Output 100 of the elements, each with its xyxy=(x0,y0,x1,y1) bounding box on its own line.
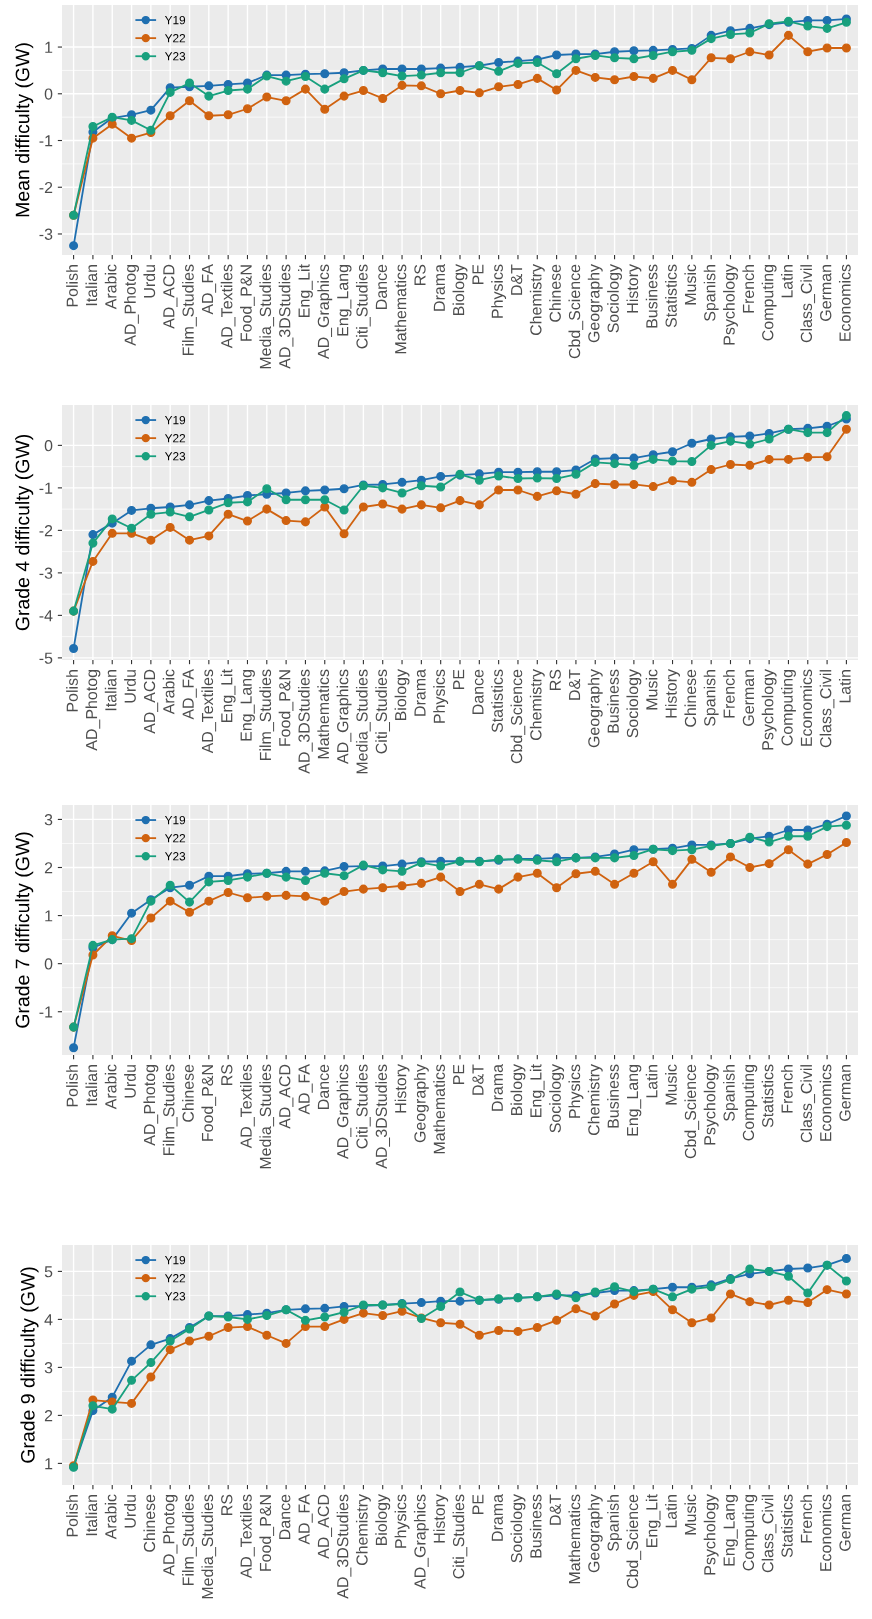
y-tick-label: 1 xyxy=(45,41,53,53)
y-tick-label: -5 xyxy=(39,652,53,664)
x-tick-label: French xyxy=(723,670,735,718)
x-tick-label: Urdu xyxy=(143,265,156,298)
x-tick-label: AD_ACD xyxy=(163,264,178,329)
x-tick-label: Economics xyxy=(819,1494,832,1571)
x-tick-label: AD_Photog xyxy=(143,1065,159,1146)
x-tick-label: Spanish xyxy=(703,670,719,727)
y-tick-label: 5 xyxy=(44,1266,53,1278)
x-tick-label: AD_Textiles xyxy=(240,1064,255,1149)
x-tick-label: Eng_Lang xyxy=(337,265,352,336)
x-tick-label: Arabic xyxy=(104,1494,117,1540)
x-tick-label: AD_FA xyxy=(298,1494,313,1545)
x-tick-label: Music xyxy=(684,1494,697,1535)
x-tick-label: Computing xyxy=(742,1065,758,1141)
x-tick-label: German xyxy=(839,1495,851,1551)
x-tick-label: Class_Civil xyxy=(800,265,816,343)
y-axis-title: Mean difficulty (GW) xyxy=(15,43,34,217)
x-tick-label: French xyxy=(742,265,755,313)
legend-label: Y22 xyxy=(164,34,186,43)
x-tick-label: Chemistry xyxy=(355,1494,371,1566)
x-tick-label: Eng_Lang xyxy=(627,1065,642,1136)
x-tick-label: Food_P&N xyxy=(201,1065,217,1141)
x-tick-label: Chemistry xyxy=(529,669,545,741)
x-tick-label: Dance xyxy=(375,264,388,309)
x-tick-label: Spanish xyxy=(607,1495,623,1552)
x-tick-label: Geography xyxy=(413,1064,429,1143)
x-tick-label: AD_Textiles xyxy=(240,1494,255,1579)
x-tick-label: Eng_Lit xyxy=(645,1494,661,1547)
x-tick-label: PE xyxy=(453,1064,465,1085)
x-tick-label: Chinese xyxy=(549,264,561,322)
x-tick-label: Media_Studies xyxy=(355,669,371,774)
x-tick-label: RS xyxy=(221,1064,233,1085)
x-tick-label: Computing xyxy=(761,265,777,341)
x-tick-label: Biology xyxy=(375,1494,391,1546)
x-tick-label: AD_ACD xyxy=(317,1494,333,1559)
x-tick-label: Mathematics xyxy=(317,669,330,759)
y-axis-title: Grade 9 difficulty (GW) xyxy=(20,1267,39,1463)
x-tick-label: Cbd_Science xyxy=(684,1064,700,1159)
x-tick-label: Citi_Studies xyxy=(452,1494,468,1579)
x-tick-label: Geography xyxy=(587,264,603,343)
y-tick-label: -3 xyxy=(39,228,53,240)
legend-label: Y19 xyxy=(164,815,186,825)
x-tick-label: French xyxy=(781,1065,793,1113)
y-tick-label: 2 xyxy=(44,862,53,874)
x-tick-label: Sociology xyxy=(549,1064,565,1133)
x-tick-label: Eng_Lang xyxy=(240,670,255,741)
x-tick-label: D&T xyxy=(511,264,523,295)
x-tick-label: Statistics xyxy=(665,264,677,328)
x-tick-label: Psychology xyxy=(761,669,777,750)
x-tick-label: AD_Textiles xyxy=(220,264,236,349)
x-tick-label: Latin xyxy=(645,1065,658,1098)
x-tick-label: Physics xyxy=(568,1064,584,1118)
x-tick-label: Latin xyxy=(838,670,851,703)
x-tick-label: Music xyxy=(645,669,658,710)
x-tick-label: History xyxy=(394,1064,410,1113)
x-tick-label: AD_ACD xyxy=(279,1064,294,1129)
x-tick-label: Business xyxy=(607,1064,619,1128)
x-tick-label: Eng_Lit xyxy=(297,264,313,317)
x-tick-label: PE xyxy=(472,264,484,285)
legend-label: Y23 xyxy=(164,1292,186,1301)
x-tick-label: Food_P&N xyxy=(240,265,255,341)
legend-label: Y19 xyxy=(164,1255,186,1265)
x-tick-label: Physics xyxy=(491,264,507,318)
x-tick-label: Film_Studies xyxy=(182,1494,197,1586)
y-axis-title: Grade 4 difficulty (GW) xyxy=(15,435,34,631)
x-tick-label: Polish xyxy=(66,670,78,712)
x-tick-label: Arabic xyxy=(162,669,175,715)
y-axis-title: Grade 7 difficulty (GW) xyxy=(15,832,34,1028)
x-tick-label: Psychology xyxy=(703,1064,719,1145)
x-tick-label: AD_3DStudies xyxy=(336,1494,352,1599)
x-tick-label: Arabic xyxy=(104,264,117,310)
y-tick-label: -2 xyxy=(39,525,53,537)
y-tick-label: -1 xyxy=(39,135,53,147)
x-tick-label: D&T xyxy=(569,669,581,700)
y-tick-label: 3 xyxy=(44,1362,53,1374)
x-tick-label: Music xyxy=(665,1064,677,1105)
x-tick-label: Drama xyxy=(433,264,445,311)
x-tick-label: Sociology xyxy=(626,669,642,738)
x-tick-label: AD_FA xyxy=(182,669,197,720)
x-tick-label: Mathematics xyxy=(568,1494,581,1584)
x-tick-label: Citi_Studies xyxy=(355,264,371,349)
x-tick-label: Food_P&N xyxy=(278,670,294,746)
x-tick-label: Urdu xyxy=(124,670,136,703)
x-tick-label: Drama xyxy=(414,669,426,716)
x-tick-label: History xyxy=(433,1494,449,1543)
x-tick-label: Italian xyxy=(85,265,98,306)
x-tick-label: Biology xyxy=(510,1064,526,1116)
x-tick-label: Media_Studies xyxy=(259,264,275,369)
x-tick-label: Physics xyxy=(394,1494,410,1548)
x-tick-label: AD_ACD xyxy=(143,669,159,734)
x-tick-label: Citi_Studies xyxy=(355,1064,371,1149)
x-tick-label: Physics xyxy=(433,669,449,723)
x-tick-label: German xyxy=(839,1065,851,1121)
x-tick-label: Class_Civil xyxy=(761,1495,777,1573)
legend-label: Y22 xyxy=(164,1274,186,1283)
x-tick-label: Chinese xyxy=(182,1064,194,1122)
x-tick-label: Film_Studies xyxy=(182,264,197,356)
y-tick-label: 2 xyxy=(44,1410,53,1422)
x-tick-label: AD_Photog xyxy=(124,265,139,346)
